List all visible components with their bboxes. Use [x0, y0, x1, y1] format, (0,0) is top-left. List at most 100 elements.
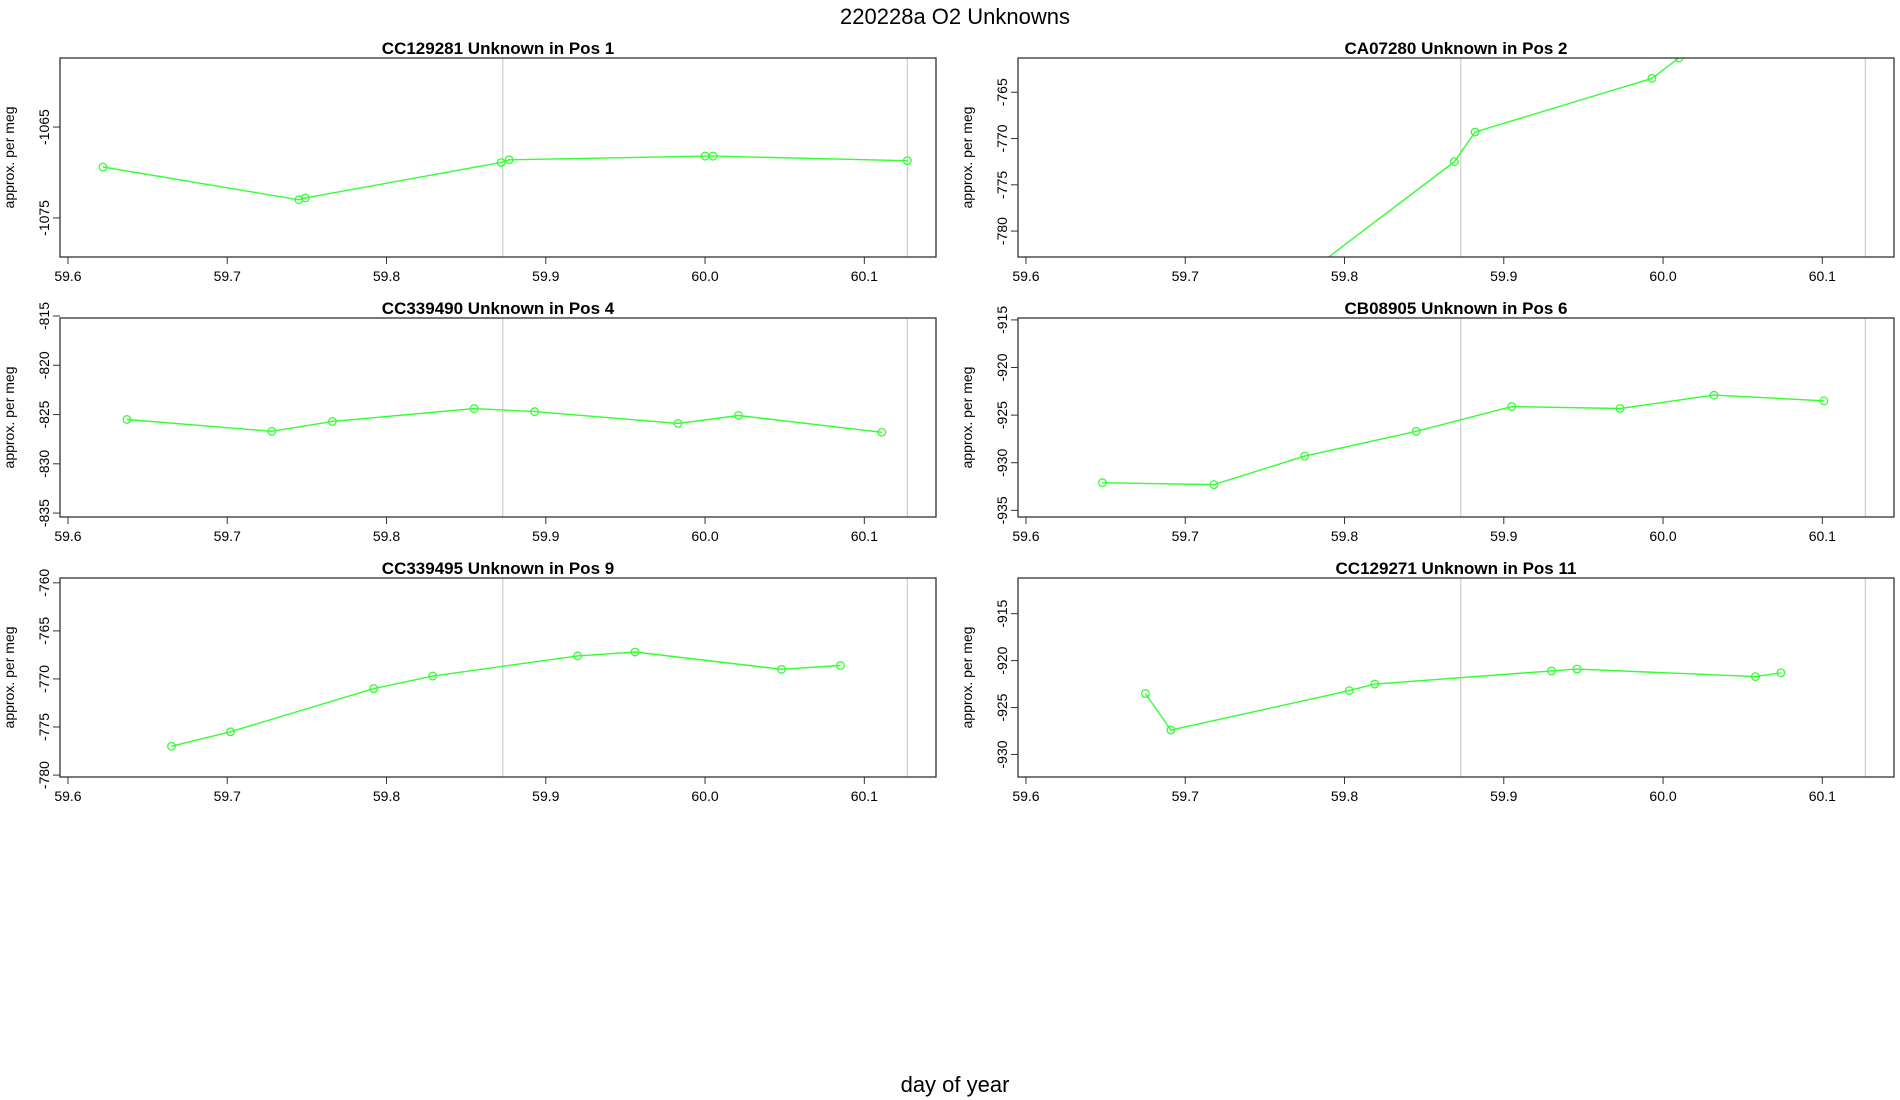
x-tick-label: 59.6 [54, 788, 81, 804]
y-tick-label: -835 [36, 499, 52, 527]
x-tick-label: 59.8 [373, 268, 400, 284]
y-axis-label: approx. per meg [959, 627, 975, 729]
data-point [673, 418, 683, 428]
plot-frame [1017, 57, 1895, 258]
y-axis: -760 -765 -770 -775 -780 [36, 569, 60, 789]
x-tick-label: 60.0 [1649, 528, 1676, 544]
x-tick-label: 59.6 [1012, 268, 1039, 284]
panels-container: CC129281 Unknown in Pos 159.6 59.7 59.8 59.… [1, 39, 1895, 804]
x-tick-label: 59.9 [1490, 268, 1517, 284]
y-tick-label: -780 [36, 761, 52, 789]
series [167, 647, 845, 751]
x-tick-label: 60.1 [851, 268, 878, 284]
y-tick-label: -915 [994, 599, 1010, 627]
data-point [1819, 396, 1829, 406]
y-tick-label: -815 [36, 302, 52, 330]
y-tick-label: -830 [36, 450, 52, 478]
y-tick-label: -780 [994, 217, 1010, 245]
x-axis-title: day of year [901, 1072, 1010, 1097]
plot-frame [1017, 577, 1895, 778]
data-point [496, 158, 506, 167]
data-point [1776, 668, 1786, 678]
data-point [902, 156, 912, 166]
data-point [530, 407, 540, 417]
y-axis-label: approx. per meg [1, 367, 17, 469]
series [1140, 664, 1786, 735]
x-tick-label: 60.1 [851, 788, 878, 804]
plot-frame [59, 317, 937, 518]
data-point [225, 727, 235, 737]
y-tick-label: -820 [36, 351, 52, 379]
x-tick-label: 59.9 [532, 268, 559, 284]
panel-title: CC339490 Unknown in Pos 4 [382, 299, 615, 318]
panel-title: CC129271 Unknown in Pos 11 [1336, 559, 1577, 578]
data-point [1142, 392, 1150, 400]
chart-panel-1: CC129281 Unknown in Pos 159.6 59.7 59.8 59.… [1, 39, 937, 284]
y-tick-label: -775 [994, 171, 1010, 199]
x-tick-label: 60.0 [691, 528, 718, 544]
x-tick-label: 60.0 [691, 788, 718, 804]
data-point [877, 427, 887, 437]
x-tick-label: 59.8 [373, 788, 400, 804]
chart-panel-3: CC339490 Unknown in Pos 4 59.6 59.7 59.8 59.… [1, 299, 937, 544]
x-tick-label: 59.7 [1172, 268, 1199, 284]
data-point [504, 155, 514, 165]
data-point [630, 647, 640, 657]
data-point [1097, 478, 1107, 488]
x-axis: 59.6 59.7 59.8 59.9 60.0 60.1 [54, 517, 878, 544]
data-point [1411, 426, 1421, 436]
y-tick-label: -920 [994, 646, 1010, 674]
series [1097, 390, 1829, 490]
x-tick-label: 59.6 [54, 528, 81, 544]
x-axis: 59.6 59.7 59.8 59.9 60.0 60.1 [1012, 257, 1836, 284]
x-axis: 59.6 59.7 59.8 59.9 60.0 60.1 [1012, 517, 1836, 544]
figure-title: 220228a O2 Unknowns [840, 4, 1070, 29]
data-point [98, 162, 108, 172]
series-line [126, 407, 882, 433]
data-point [708, 151, 718, 161]
data-point [1709, 390, 1719, 400]
x-tick-label: 60.1 [1809, 268, 1836, 284]
y-axis-label: approx. per meg [959, 367, 975, 469]
x-tick-label: 59.7 [214, 268, 241, 284]
plot-frame [1017, 317, 1895, 518]
x-axis: 59.6 59.7 59.8 59.9 60.0 60.1 [54, 257, 878, 284]
data-point [267, 426, 277, 436]
plot-frame [59, 57, 937, 258]
y-tick-label: -930 [994, 449, 1010, 477]
panel-title: CA07280 Unknown in Pos 2 [1345, 39, 1568, 58]
y-axis: -915 -920 -925 -930 [994, 599, 1018, 768]
series [1142, 58, 1684, 400]
data-point [1449, 157, 1459, 167]
y-tick-label: -1075 [36, 200, 52, 236]
chart-panel-5: CC339495 Unknown in Pos 959.6 59.7 59.8 59.… [1, 559, 937, 804]
y-tick-label: -775 [36, 713, 52, 741]
panel-title: CC339495 Unknown in Pos 9 [382, 559, 614, 578]
data-point [300, 193, 310, 203]
y-tick-label: -825 [36, 400, 52, 428]
plot-frame [59, 577, 937, 778]
x-tick-label: 60.1 [1809, 528, 1836, 544]
y-axis: -1065 -1075 [36, 109, 60, 236]
data-point [1750, 672, 1760, 682]
series [122, 404, 887, 437]
data-point [1470, 127, 1480, 137]
x-tick-label: 60.0 [1649, 268, 1676, 284]
y-tick-label: -925 [994, 693, 1010, 721]
y-axis: -915 -920 -925 -930 -935 [994, 306, 1018, 524]
series [98, 151, 912, 205]
panel-title: CB08905 Unknown in Pos 6 [1345, 299, 1568, 318]
y-tick-label: -760 [36, 569, 52, 597]
y-tick-label: -930 [994, 740, 1010, 768]
data-point [167, 741, 176, 751]
x-tick-label: 59.8 [1331, 268, 1358, 284]
series-line [1144, 668, 1782, 731]
x-tick-label: 59.8 [1331, 528, 1358, 544]
x-tick-label: 59.6 [1012, 788, 1039, 804]
data-point [469, 404, 479, 414]
data-point [1166, 725, 1176, 735]
data-point [428, 671, 438, 681]
data-point [734, 411, 743, 420]
